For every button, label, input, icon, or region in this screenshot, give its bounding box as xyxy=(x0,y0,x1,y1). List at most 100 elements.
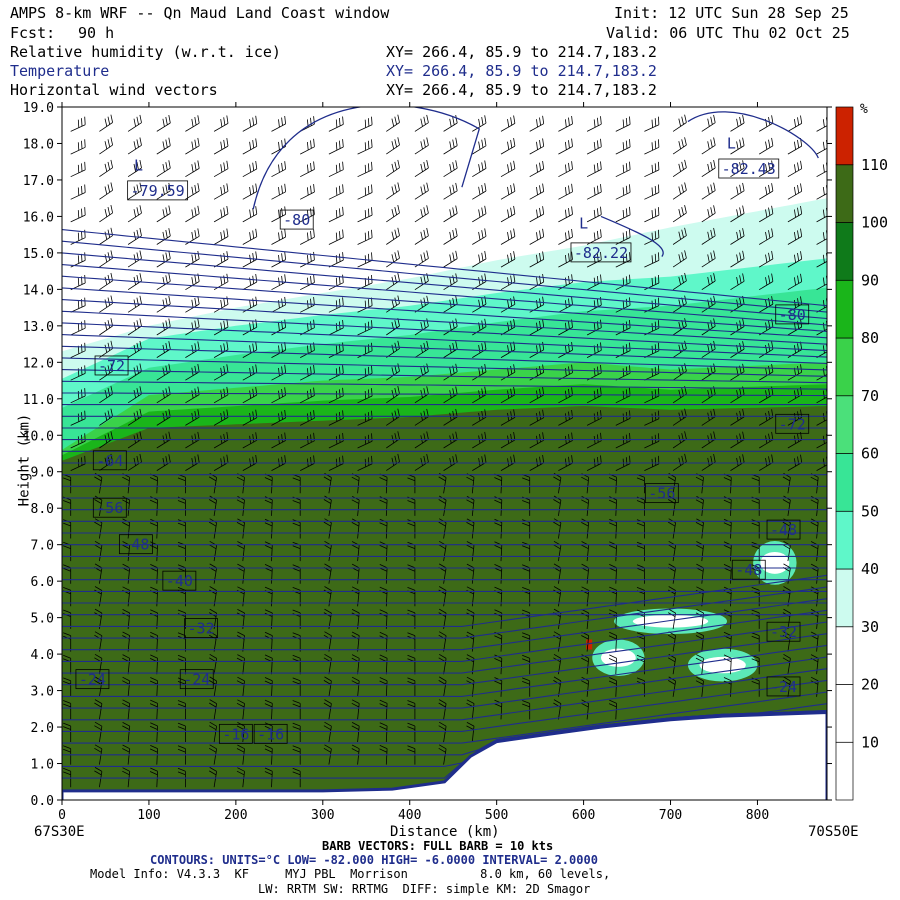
wind-barb xyxy=(787,386,803,404)
wind-barb xyxy=(127,205,142,223)
wind-barb xyxy=(443,295,458,313)
wind-barb xyxy=(70,207,86,223)
wind-barb xyxy=(615,365,631,381)
wind-barb xyxy=(328,206,344,223)
wind-barb xyxy=(300,229,315,245)
wind-barb xyxy=(99,159,113,178)
wind-barb xyxy=(156,228,171,245)
wind-barb xyxy=(271,274,286,291)
wind-barb xyxy=(292,767,301,788)
wind-barb xyxy=(558,387,573,404)
wind-barb xyxy=(438,721,447,743)
wind-barb xyxy=(94,518,103,539)
wind-barb xyxy=(443,454,458,471)
wind-barb xyxy=(414,454,429,471)
wind-barb xyxy=(271,387,286,404)
wind-barb xyxy=(443,160,458,178)
wind-barb xyxy=(242,251,258,268)
wind-barb xyxy=(156,205,171,223)
wind-barb xyxy=(414,227,429,245)
wind-barb xyxy=(99,250,113,268)
wind-barb xyxy=(99,182,113,200)
wind-barb xyxy=(185,318,200,336)
wind-barb xyxy=(99,137,113,155)
wind-barb xyxy=(672,386,687,404)
wind-barb xyxy=(379,677,388,697)
wind-barb xyxy=(586,410,602,426)
wind-barb xyxy=(730,454,745,471)
rh-dry-core xyxy=(760,551,790,574)
colorbar-swatch xyxy=(835,337,854,397)
wind-barb xyxy=(414,160,429,178)
temperature-contour xyxy=(62,609,827,662)
wind-barb xyxy=(615,116,631,132)
wind-barb xyxy=(472,250,487,268)
wind-barb xyxy=(558,319,573,336)
wind-barb xyxy=(271,319,286,336)
wind-barb xyxy=(94,699,103,720)
wind-barb xyxy=(672,408,687,426)
field-xy-temperature: XY= 266.4, 85.9 to 214.7,183.2 xyxy=(386,62,657,80)
wind-barb xyxy=(213,160,229,178)
wind-barb xyxy=(323,721,332,743)
wind-barb xyxy=(386,386,400,404)
wind-barb xyxy=(782,676,791,697)
y-tick-label: 9.0 xyxy=(31,466,54,481)
wind-barb xyxy=(529,454,545,471)
wind-barb xyxy=(443,250,458,268)
wind-barb xyxy=(271,432,286,449)
wind-barb xyxy=(472,115,487,132)
wind-barb xyxy=(328,229,344,245)
contour-label-box xyxy=(253,723,288,744)
colorbar-tick-label: 20 xyxy=(861,676,879,694)
temperature-contour xyxy=(62,656,827,709)
temperature-contour xyxy=(62,310,827,352)
wind-barb xyxy=(70,161,86,178)
wind-barb xyxy=(185,205,200,223)
wind-barb xyxy=(667,586,676,607)
wind-barb xyxy=(529,387,545,404)
wind-barb xyxy=(472,205,487,223)
wind-barb xyxy=(213,251,229,268)
wind-barb xyxy=(236,744,245,765)
x-tick-label: 100 xyxy=(137,808,160,823)
wind-barb xyxy=(94,586,103,607)
x-axis-label: Distance (km) xyxy=(390,824,500,840)
colorbar: % 10 20 30 40 50 60 70 80 90 100 110 xyxy=(835,102,888,801)
contour-label-13: -48 xyxy=(122,536,149,554)
wind-barb xyxy=(127,431,142,449)
colorbar-swatch xyxy=(835,279,854,339)
wind-barb xyxy=(328,432,344,449)
wind-barb xyxy=(242,183,258,200)
wind-barb xyxy=(644,410,660,426)
colorbar-tick-label: 30 xyxy=(861,618,879,636)
wind-barb xyxy=(672,363,687,381)
wind-barb xyxy=(351,744,360,765)
wind-barb xyxy=(328,252,344,268)
wind-barb xyxy=(386,250,400,268)
temperature-contour xyxy=(62,264,827,326)
y-tick-label: 5.0 xyxy=(31,612,54,627)
wind-barb xyxy=(177,700,186,720)
wind-barb xyxy=(608,677,617,697)
contour-label-box xyxy=(731,559,766,580)
wind-barb xyxy=(236,767,245,788)
wind-barb xyxy=(271,455,286,471)
wind-barb xyxy=(149,722,158,743)
x-tick-label: 600 xyxy=(572,808,595,823)
y-tick-label: 8.0 xyxy=(31,502,54,517)
wind-barb xyxy=(300,364,315,381)
wind-barb xyxy=(472,431,487,449)
wind-barb xyxy=(70,433,86,449)
wind-barb xyxy=(70,116,86,132)
wind-barb xyxy=(122,744,131,765)
wind-barb xyxy=(443,228,458,245)
wind-barb xyxy=(701,182,716,200)
wind-barb xyxy=(185,409,200,426)
wind-barb xyxy=(586,432,602,449)
wind-barb xyxy=(608,654,617,675)
wind-barb xyxy=(751,677,760,697)
wind-barb xyxy=(70,274,86,291)
wind-barb xyxy=(185,137,200,155)
wind-barb xyxy=(558,206,573,223)
